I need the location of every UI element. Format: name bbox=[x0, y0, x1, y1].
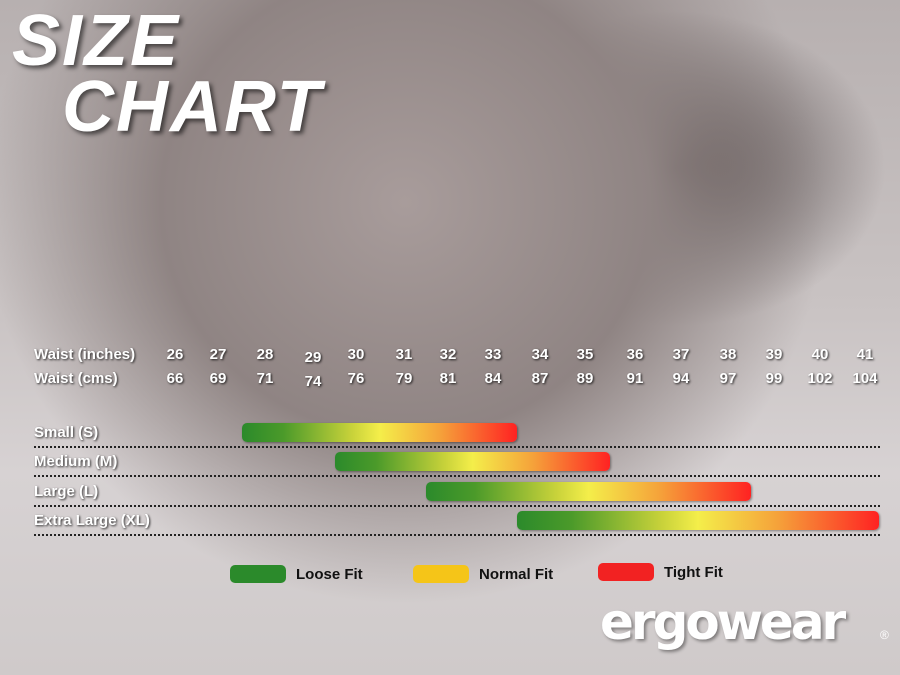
tick-inches: 33 bbox=[484, 346, 502, 363]
legend-label: Normal Fit bbox=[479, 565, 554, 583]
tick-cms: 87 bbox=[531, 370, 549, 387]
tick-inches: 36 bbox=[626, 346, 644, 363]
tick-inches: 38 bbox=[719, 346, 737, 363]
tick-inches: 31 bbox=[395, 346, 413, 363]
tick-cms: 71 bbox=[256, 370, 274, 387]
tick-cms: 94 bbox=[672, 370, 690, 387]
tick-cms: 81 bbox=[439, 370, 457, 387]
title-line-1: SIZE bbox=[12, 1, 181, 81]
waist-inches-label: Waist (inches) bbox=[34, 346, 136, 363]
tick-inches: 40 bbox=[811, 346, 829, 363]
tick-cms: 79 bbox=[395, 370, 413, 387]
size-label: Medium (M) bbox=[34, 453, 118, 470]
tick-inches: 35 bbox=[576, 346, 594, 363]
legend-swatch bbox=[413, 565, 469, 583]
size-range-bar bbox=[516, 511, 879, 530]
tick-inches: 34 bbox=[531, 346, 549, 363]
size-label: Extra Large (XL) bbox=[34, 512, 150, 529]
tick-cms: 102 bbox=[807, 370, 833, 387]
size-label: Large (L) bbox=[34, 483, 99, 500]
tick-inches: 30 bbox=[347, 346, 365, 363]
tick-inches: 41 bbox=[856, 346, 874, 363]
tick-cms: 97 bbox=[719, 370, 737, 387]
size-range-bar bbox=[241, 423, 517, 442]
tick-inches: 29 bbox=[304, 349, 322, 366]
tick-inches: 28 bbox=[256, 346, 274, 363]
row-divider bbox=[34, 475, 880, 477]
tick-cms: 66 bbox=[166, 370, 184, 387]
tick-cms: 74 bbox=[304, 373, 322, 390]
tick-cms: 84 bbox=[484, 370, 502, 387]
tick-inches: 32 bbox=[439, 346, 457, 363]
tick-inches: 27 bbox=[209, 346, 227, 363]
tick-inches: 37 bbox=[672, 346, 690, 363]
row-divider bbox=[34, 446, 880, 448]
size-range-bar bbox=[426, 482, 751, 501]
row-divider bbox=[34, 534, 880, 536]
legend-label: Tight Fit bbox=[664, 563, 723, 581]
legend-swatch bbox=[230, 565, 286, 583]
legend-item: Tight Fit bbox=[598, 563, 723, 581]
tick-cms: 89 bbox=[576, 370, 594, 387]
legend-item: Loose Fit bbox=[230, 565, 363, 583]
waist-cms-label: Waist (cms) bbox=[34, 370, 118, 387]
tick-cms: 69 bbox=[209, 370, 227, 387]
tick-cms: 104 bbox=[852, 370, 878, 387]
registered-mark: ® bbox=[880, 628, 889, 642]
ergowear-logo: ergowear bbox=[600, 593, 846, 651]
legend-item: Normal Fit bbox=[413, 565, 553, 583]
title-line-2: CHART bbox=[62, 67, 323, 147]
tick-cms: 91 bbox=[626, 370, 644, 387]
legend-label: Loose Fit bbox=[296, 565, 363, 583]
tick-cms: 99 bbox=[765, 370, 783, 387]
size-label: Small (S) bbox=[34, 424, 99, 441]
row-divider bbox=[34, 505, 880, 507]
size-range-bar bbox=[334, 452, 610, 471]
tick-inches: 39 bbox=[765, 346, 783, 363]
tick-inches: 26 bbox=[166, 346, 184, 363]
tick-cms: 76 bbox=[347, 370, 365, 387]
legend-swatch bbox=[598, 563, 654, 581]
